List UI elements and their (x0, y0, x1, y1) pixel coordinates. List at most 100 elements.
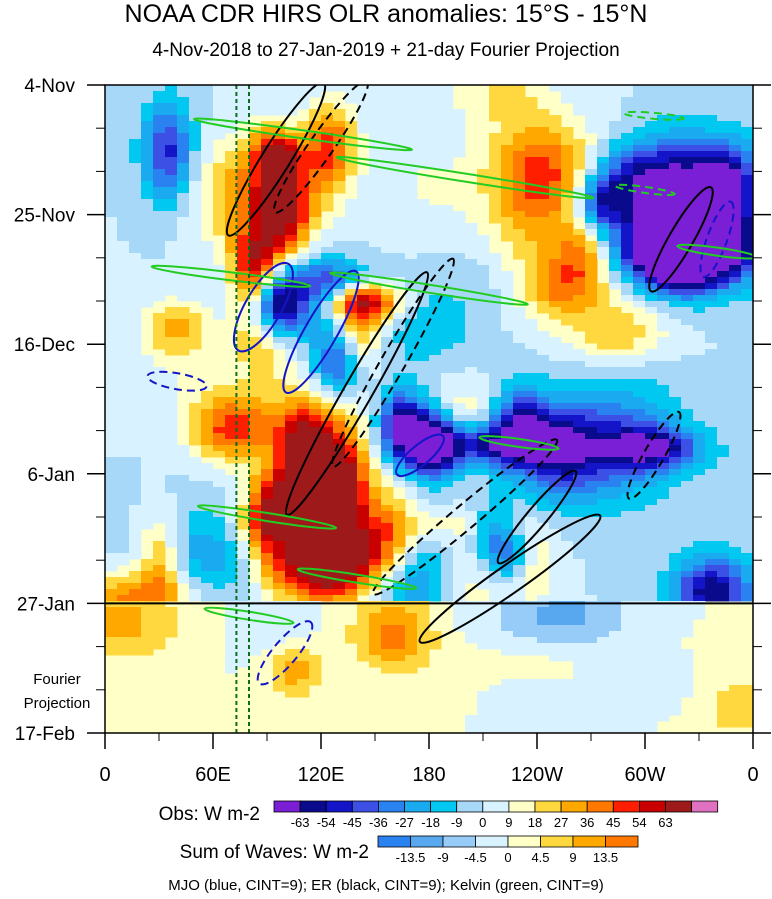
field-cell (189, 211, 202, 218)
field-cell (453, 337, 466, 344)
field-cell (213, 391, 226, 398)
field-cell (213, 223, 226, 230)
field-cell (681, 397, 694, 404)
field-cell (369, 415, 382, 422)
field-cell (153, 211, 166, 218)
field-cell (621, 229, 634, 236)
field-cell (681, 523, 694, 530)
field-cell (357, 265, 370, 272)
field-cell (213, 97, 226, 104)
field-cell (633, 325, 646, 332)
field-cell (585, 295, 598, 302)
field-cell (285, 571, 298, 578)
field-cell (273, 397, 286, 404)
field-cell (549, 643, 562, 650)
field-cell (669, 253, 682, 260)
field-cell (381, 523, 394, 530)
field-cell (465, 511, 478, 518)
field-cell (417, 619, 430, 626)
field-cell (561, 709, 574, 716)
field-cell (525, 691, 538, 698)
field-cell (393, 199, 406, 206)
field-cell (705, 355, 718, 362)
field-cell (213, 229, 226, 236)
field-cell (489, 619, 502, 626)
field-cell (741, 703, 753, 710)
field-cell (129, 499, 142, 506)
field-cell (585, 469, 598, 476)
field-cell (273, 289, 286, 296)
field-cell (729, 355, 742, 362)
field-cell (441, 163, 454, 170)
field-cell (105, 481, 118, 488)
field-cell (513, 409, 526, 416)
field-cell (393, 229, 406, 236)
field-cell (357, 385, 370, 392)
field-cell (393, 535, 406, 542)
field-cell (381, 499, 394, 506)
field-cell (597, 703, 610, 710)
field-cell (441, 373, 454, 380)
field-cell (321, 319, 334, 326)
field-cell (261, 391, 274, 398)
field-cell (297, 187, 310, 194)
field-cell (561, 241, 574, 248)
field-cell (513, 205, 526, 212)
field-cell (393, 595, 406, 602)
field-cell (705, 397, 718, 404)
field-cell (225, 169, 238, 176)
field-cell (297, 205, 310, 212)
field-cell (693, 403, 706, 410)
field-cell (153, 271, 166, 278)
field-cell (561, 607, 574, 614)
field-cell (153, 277, 166, 284)
field-cell (129, 97, 142, 104)
field-cell (429, 103, 442, 110)
field-cell (321, 535, 334, 542)
field-cell (597, 493, 610, 500)
field-cell (669, 667, 682, 674)
field-cell (165, 157, 178, 164)
field-cell (405, 343, 418, 350)
field-cell (537, 607, 550, 614)
field-cell (297, 133, 310, 140)
field-cell (537, 145, 550, 152)
field-cell (213, 559, 226, 566)
field-cell (405, 241, 418, 248)
field-cell (321, 307, 334, 314)
field-cell (393, 451, 406, 458)
x-tick-label: 120E (298, 764, 345, 786)
field-cell (621, 259, 634, 266)
field-cell (489, 259, 502, 266)
colorbar-swatch (612, 800, 640, 813)
field-cell (597, 325, 610, 332)
field-cell (189, 529, 202, 536)
field-cell (201, 565, 214, 572)
field-cell (501, 325, 514, 332)
field-cell (729, 259, 742, 266)
field-cell (105, 181, 118, 188)
field-cell (117, 457, 130, 464)
field-cell (333, 85, 346, 92)
field-cell (741, 415, 753, 422)
field-cell (573, 703, 586, 710)
field-cell (321, 271, 334, 278)
field-cell (537, 481, 550, 488)
field-cell (309, 511, 322, 518)
field-cell (585, 721, 598, 728)
field-cell (681, 553, 694, 560)
field-cell (321, 277, 334, 284)
field-cell (717, 547, 730, 554)
field-cell (429, 91, 442, 98)
field-cell (465, 229, 478, 236)
field-cell (681, 151, 694, 158)
field-cell (273, 439, 286, 446)
field-cell (405, 529, 418, 536)
field-cell (501, 709, 514, 716)
projection-label-line: Fourier (33, 671, 81, 688)
field-cell (309, 409, 322, 416)
field-cell (741, 469, 753, 476)
field-cell (345, 451, 358, 458)
field-cell (573, 97, 586, 104)
field-cell (645, 283, 658, 290)
